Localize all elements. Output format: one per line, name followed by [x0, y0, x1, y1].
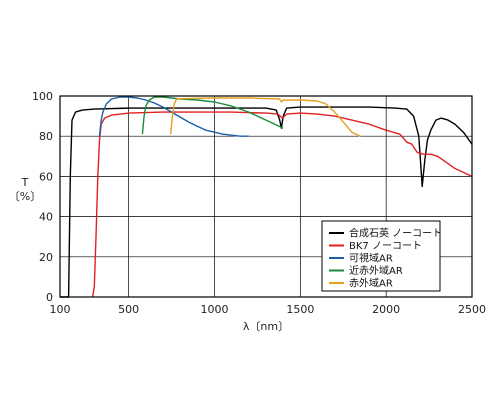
y-axis-unit-label: 〔%〕 [9, 190, 41, 203]
x-tick-label: 1500 [286, 303, 314, 316]
y-tick-label: 60 [39, 170, 53, 183]
axes [59, 95, 473, 298]
tick-labels: 100 500 1000 1500 2000 2500 0 20 40 60 80 100 [32, 90, 486, 316]
y-tick-label: 0 [46, 291, 53, 304]
legend-label: 近赤外域AR [349, 264, 403, 277]
legend-label: BK7 ノーコート [349, 241, 422, 252]
series-line [60, 106, 473, 298]
x-tick-label: 500 [118, 303, 139, 316]
series-line [91, 111, 473, 298]
x-tick-label: 100 [50, 303, 71, 316]
legend-label: 赤外域AR [349, 277, 393, 290]
x-tick-label: 1000 [201, 303, 229, 316]
x-tick-label: 2500 [458, 303, 486, 316]
series-lines [60, 96, 473, 298]
plot-frame [59, 95, 473, 298]
y-axis-label: T [21, 176, 29, 189]
series-line [98, 96, 249, 137]
legend-label: 可視域AR [349, 252, 393, 265]
series-line [170, 97, 361, 137]
y-tick-label: 80 [39, 130, 53, 143]
x-tick-label: 2000 [372, 303, 400, 316]
x-axis-label: λ〔nm〕 [243, 320, 289, 333]
y-tick-label: 40 [39, 211, 53, 224]
series-line [141, 96, 284, 135]
legend-label: 合成石英 ノーコート [349, 227, 442, 240]
y-tick-label: 100 [32, 90, 53, 103]
y-tick-label: 20 [39, 251, 53, 264]
